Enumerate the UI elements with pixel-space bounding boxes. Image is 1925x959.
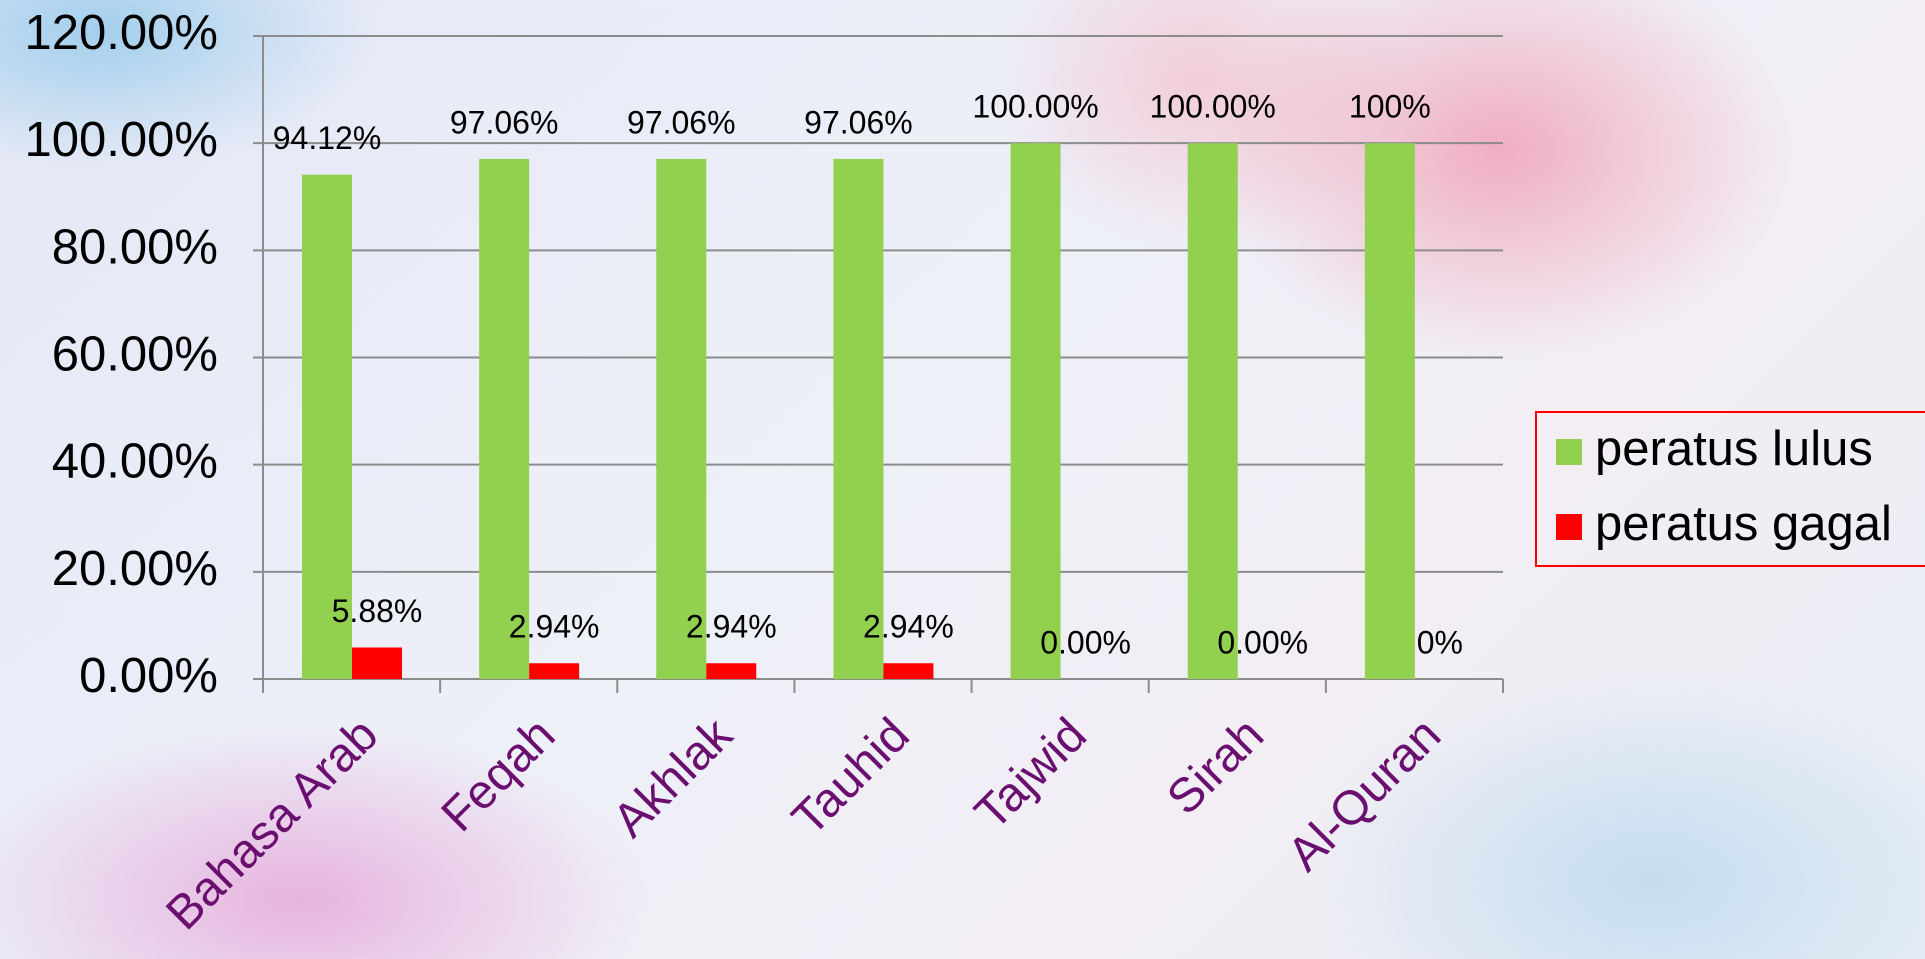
- x-tick-label: Tajwid: [965, 708, 1097, 840]
- bar: [883, 663, 934, 679]
- y-tick-label: 20.00%: [52, 542, 218, 596]
- data-label: 2.94%: [509, 609, 600, 645]
- data-label: 2.94%: [863, 609, 954, 645]
- data-label: 97.06%: [627, 104, 736, 140]
- bar: [706, 663, 757, 679]
- x-tick-label: Feqah: [432, 708, 566, 842]
- data-label: 2.94%: [686, 609, 777, 645]
- data-label: 5.88%: [332, 593, 423, 629]
- bar: [302, 174, 352, 680]
- legend-label: peratus lulus: [1595, 422, 1873, 476]
- data-label: 0.00%: [1217, 624, 1308, 660]
- bar: [479, 158, 530, 679]
- legend-swatch: [1556, 514, 1582, 540]
- data-label: 97.06%: [450, 104, 559, 140]
- x-tick-label: Bahasa Arab: [156, 708, 388, 940]
- data-label: 100.00%: [972, 89, 1098, 125]
- data-label: 0.00%: [1040, 624, 1131, 660]
- bar: [833, 158, 884, 679]
- legend-label: peratus gagal: [1595, 497, 1892, 551]
- bar: [352, 647, 402, 679]
- y-tick-label: 120.00%: [25, 6, 218, 60]
- y-tick-label: 60.00%: [52, 327, 218, 381]
- data-label: 97.06%: [804, 104, 913, 140]
- bar: [1187, 143, 1238, 679]
- y-tick-label: 0.00%: [79, 649, 218, 703]
- bar: [656, 158, 707, 679]
- x-tick-label: Al-Quran: [1278, 708, 1451, 881]
- bar: [1364, 143, 1415, 679]
- data-label: 94.12%: [273, 120, 382, 156]
- data-label: 100%: [1349, 89, 1431, 125]
- bar: [1010, 143, 1061, 679]
- y-tick-label: 40.00%: [52, 435, 218, 489]
- data-label: 0%: [1417, 624, 1463, 660]
- x-tick-label: Tauhid: [782, 708, 920, 846]
- bar: [529, 663, 580, 679]
- y-tick-label: 80.00%: [52, 220, 218, 274]
- legend-swatch: [1556, 439, 1582, 465]
- legend-box: [1535, 411, 1925, 567]
- data-label: 100.00%: [1150, 89, 1276, 125]
- y-tick-label: 100.00%: [25, 113, 218, 167]
- x-tick-label: Akhlak: [603, 708, 743, 848]
- x-tick-label: Sirah: [1157, 708, 1274, 825]
